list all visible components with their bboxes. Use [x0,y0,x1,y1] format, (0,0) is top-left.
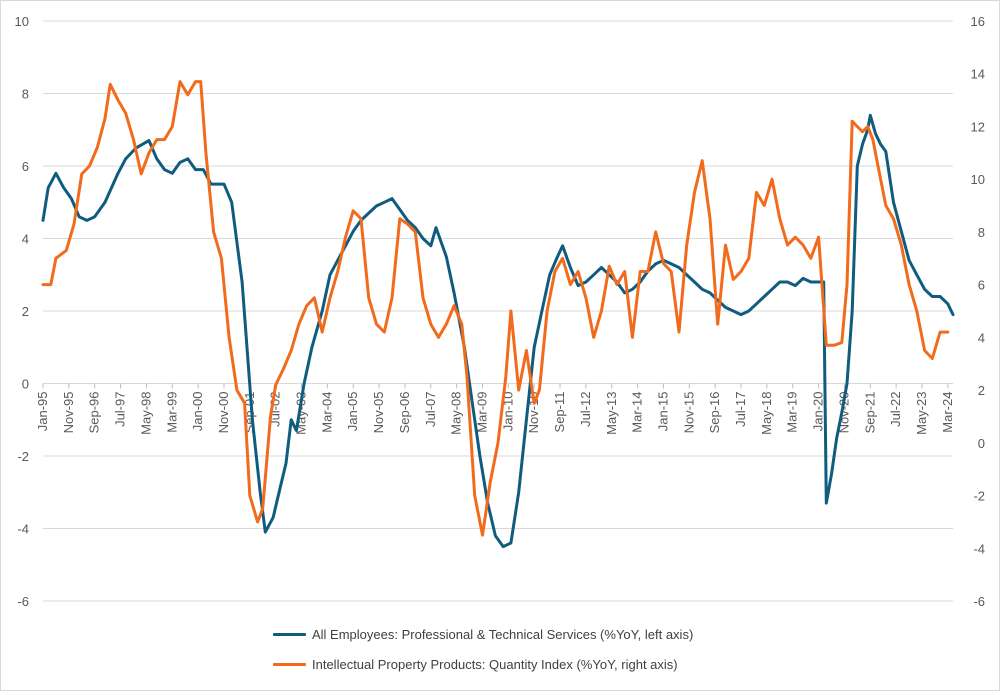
x-tick-label: Sep-16 [707,392,722,434]
x-tick-label: Jan-00 [190,392,205,432]
x-tick-label: Nov-05 [371,392,386,434]
x-tick-label: May-18 [759,392,774,435]
right-tick-label: 0 [978,436,985,451]
left-tick-label: 4 [22,232,29,247]
x-tick-label: Sep-11 [552,392,567,433]
x-tick-label: Jul-07 [423,392,438,427]
legend-label-employees: All Employees: Professional & Technical … [312,627,694,642]
left-tick-label: 8 [22,87,29,102]
legend-item-ipp: Intellectual Property Products: Quantity… [273,657,678,672]
x-tick-label: May-98 [138,392,153,435]
x-tick-label: May-08 [449,392,464,435]
x-tick-label: Mar-19 [785,392,800,433]
left-tick-label: 2 [22,304,29,319]
x-tick-label: Nov-10 [526,392,541,434]
gridlines [43,20,953,602]
legend-swatch-ipp [273,663,306,666]
right-tick-label: -4 [973,541,985,556]
x-tick-label: Mar-09 [474,392,489,433]
right-tick-label: 8 [978,225,985,240]
left-tick-label: -2 [17,449,29,464]
x-tick-label: Jul-97 [113,392,128,427]
left-tick-label: 10 [15,14,29,29]
x-tick-label: May-23 [914,392,929,435]
x-tick-label: May-13 [604,392,619,435]
left-tick-label: -4 [17,522,29,537]
left-tick-label: -6 [17,594,29,609]
x-tick-label: Sep-21 [862,392,877,434]
x-tick-label: Nov-15 [681,392,696,434]
x-tick-label: Mar-14 [630,392,645,433]
legend-swatch-employees [273,633,306,636]
x-tick-label: Mar-99 [164,392,179,433]
right-tick-label: 12 [971,119,985,134]
x-axis-ticks: Jan-95 Nov-95 Sep-96 Jul-97 May-98 Mar-99 Jan-… [35,383,955,435]
x-tick-label: Jul-17 [733,392,748,427]
right-tick-label: -6 [973,594,985,609]
legend-label-ipp: Intellectual Property Products: Quantity… [312,657,678,672]
right-tick-label: 16 [971,14,985,29]
right-tick-label: 10 [971,172,985,187]
right-tick-label: 2 [978,383,985,398]
x-tick-label: Mar-24 [940,392,955,433]
right-tick-label: 6 [978,278,985,293]
series-lines [41,80,955,549]
x-tick-label: Jan-95 [35,392,50,432]
x-tick-label: Jul-22 [888,392,903,427]
x-tick-label: Sep-96 [87,392,102,434]
right-axis-ticks: 16 14 12 10 8 6 4 2 0 -2 -4 -6 [971,14,985,609]
x-tick-label: Nov-95 [61,392,76,434]
right-tick-label: -2 [973,489,985,504]
legend-item-employees: All Employees: Professional & Technical … [273,627,693,642]
x-tick-label: Jan-20 [811,392,826,432]
left-tick-label: 6 [22,159,29,174]
x-tick-label: Sep-06 [397,392,412,434]
x-tick-label: Jan-15 [655,392,670,432]
x-tick-label: Nov-00 [216,392,231,434]
x-tick-label: Mar-04 [319,392,334,433]
series-line-employees [41,113,955,549]
x-tick-label: Jan-05 [345,392,360,432]
x-tick-label: Jul-12 [578,392,593,427]
left-axis-ticks: 10 8 6 4 2 0 -2 -4 -6 [15,14,29,609]
series-line-ipp [41,80,950,537]
right-tick-label: 14 [971,67,985,82]
left-tick-label: 0 [22,377,29,392]
right-tick-label: 4 [978,330,985,345]
